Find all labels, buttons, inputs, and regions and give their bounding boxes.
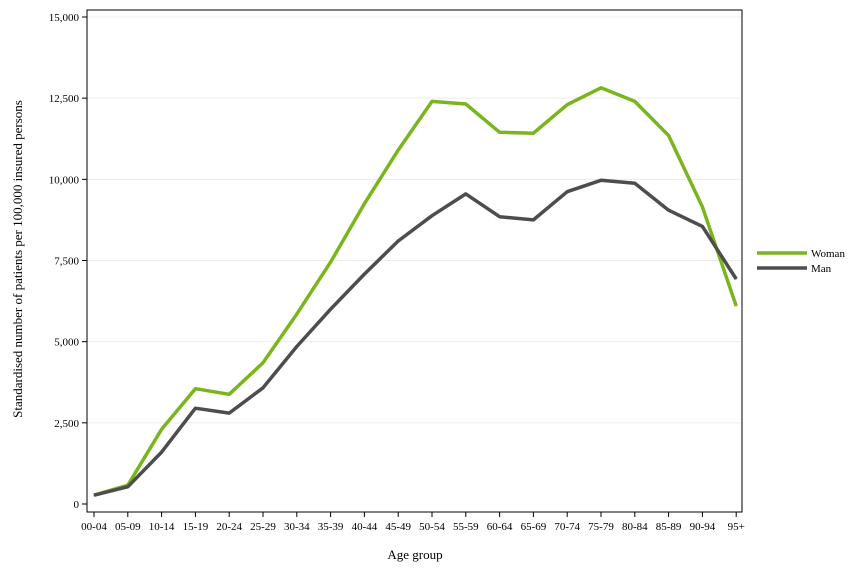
data-point-man [566,191,568,193]
data-point-man [93,494,95,496]
y-axis-title: Standardised number of patients per 100,… [10,100,25,418]
x-tick-label: 15-19 [183,521,209,533]
x-tick-label: 00-04 [81,521,107,533]
data-point-man [600,179,602,181]
x-tick-label: 35-39 [318,521,344,533]
y-tick-label: 0 [74,499,80,511]
data-point-woman [363,203,365,205]
data-point-woman [161,428,163,430]
x-axis-title: Age group [387,547,442,562]
data-point-man [634,182,636,184]
series-line-man [93,178,738,497]
x-tick-label: 20-24 [216,521,242,533]
data-point-woman [465,103,467,105]
data-point-man [363,273,365,275]
data-point-man [431,215,433,217]
data-point-man [465,193,467,195]
data-point-man [397,240,399,242]
series-line-woman [93,86,738,497]
data-point-woman [600,87,602,89]
y-tick-label: 2,500 [54,418,79,430]
x-axis: 00-04 05-09 10-14 15-19 20-24 25-29 30-34 35-39… [81,512,745,533]
y-tick-label: 15,000 [49,12,80,24]
data-point-man [532,219,534,221]
data-point-man [262,387,264,389]
x-tick-label: 65-69 [521,521,547,533]
data-point-woman [735,305,737,307]
data-point-woman [566,104,568,106]
data-point-man [296,346,298,348]
gridlines [87,16,742,424]
data-point-woman [634,100,636,102]
data-point-man [194,407,196,409]
x-tick-label: 05-09 [115,521,141,533]
data-point-man [499,216,501,218]
y-tick-label: 7,500 [54,256,79,268]
x-tick-label: 55-59 [453,521,479,533]
y-tick-label: 10,000 [49,174,80,186]
x-tick-label: 25-29 [250,521,276,533]
data-point-man [127,486,129,488]
data-point-woman [296,313,298,315]
x-tick-label: 70-74 [554,521,580,533]
x-tick-label: 50-54 [419,521,445,533]
x-tick-label: 30-34 [284,521,310,533]
x-tick-label: 95+ [728,521,745,533]
legend-label-man: Man [811,263,832,275]
data-point-woman [228,393,230,395]
data-point-man [228,412,230,414]
x-tick-label: 10-14 [149,521,175,533]
data-point-woman [330,261,332,263]
y-tick-label: 12,500 [49,93,80,105]
y-axis: 0 2,500 5,000 7,500 10,000 12,500 15,000 [49,12,87,511]
data-point-woman [262,362,264,364]
x-tick-label: 90-94 [690,521,716,533]
x-tick-label: 80-84 [622,521,648,533]
data-point-woman [431,100,433,102]
x-tick-label: 75-79 [588,521,614,533]
x-tick-label: 40-44 [352,521,378,533]
x-tick-label: 85-89 [656,521,682,533]
x-tick-label: 45-49 [385,521,411,533]
legend-label-woman: Woman [811,248,845,260]
data-point-man [701,225,703,227]
data-point-woman [397,149,399,151]
data-point-woman [701,206,703,208]
data-point-woman [194,388,196,390]
series-lines [93,86,738,497]
data-point-woman [532,132,534,134]
data-point-man [330,308,332,310]
data-point-woman [668,135,670,137]
legend: Woman Man [757,248,845,275]
data-point-man [161,451,163,453]
y-tick-label: 5,000 [54,337,79,349]
data-point-woman [499,131,501,133]
data-point-man [668,209,670,211]
x-tick-label: 60-64 [487,521,513,533]
data-point-man [735,278,737,280]
